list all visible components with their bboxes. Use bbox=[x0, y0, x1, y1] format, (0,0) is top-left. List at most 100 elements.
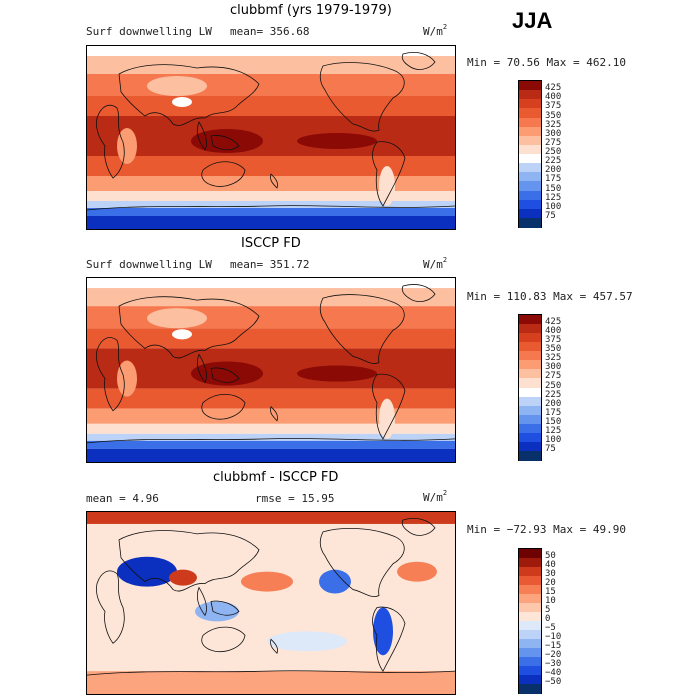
tibet-feature bbox=[147, 76, 207, 96]
pacific-warm-anomaly bbox=[241, 571, 293, 592]
colorbar-band bbox=[519, 387, 541, 398]
subtropic-band bbox=[87, 96, 455, 116]
panel2-title: ISCCP FD bbox=[241, 236, 301, 251]
colorbar-band bbox=[519, 108, 541, 118]
panel2-units: W/m2 bbox=[423, 256, 448, 271]
panel3-title: clubbmf - ISCCP FD bbox=[213, 470, 339, 485]
colorbar-band bbox=[519, 432, 541, 443]
coast-south-america bbox=[373, 374, 406, 439]
namerica-cold-anomaly bbox=[319, 569, 351, 594]
high-lat-band bbox=[87, 56, 455, 74]
coast-eurasia bbox=[119, 297, 259, 358]
colorbar-tick-label: 250 bbox=[545, 380, 562, 391]
arabia-warm-anomaly bbox=[169, 569, 197, 586]
colorbar-band bbox=[519, 576, 541, 586]
panel2-mean-label: mean= 351.72 bbox=[230, 258, 310, 271]
colorbar-band bbox=[519, 567, 541, 577]
antarctic-edge-band bbox=[87, 201, 455, 208]
colorbar-tick-label: 400 bbox=[545, 326, 562, 337]
colorbar-band bbox=[519, 181, 541, 191]
antarctic-interior-band bbox=[87, 216, 455, 229]
colorbar-band bbox=[519, 603, 541, 613]
arctic-anomaly bbox=[87, 512, 455, 524]
colorbar-tick-label: 100 bbox=[545, 434, 562, 445]
colorbar-tick-label: 200 bbox=[545, 165, 562, 176]
panel3-rmse-label: rmse = 15.95 bbox=[255, 492, 335, 505]
colorbar-band bbox=[519, 630, 541, 640]
panel1-map bbox=[86, 45, 456, 230]
colorbar-tick-label: −15 bbox=[545, 641, 562, 651]
panel1-units: W/m2 bbox=[423, 23, 448, 38]
colorbar-band bbox=[519, 612, 541, 622]
colorbar-tick-label: 150 bbox=[545, 183, 562, 194]
south-high-band bbox=[87, 423, 455, 434]
coast-south-america bbox=[373, 607, 406, 671]
colorbar-band bbox=[519, 117, 541, 128]
coast-india bbox=[197, 354, 206, 382]
colorbar-tick-label: 300 bbox=[545, 362, 562, 373]
colorbar-band bbox=[519, 666, 541, 676]
coast-north-america bbox=[320, 295, 404, 364]
coast-africa bbox=[96, 338, 124, 411]
tropics-band bbox=[87, 348, 455, 389]
south-mid-band bbox=[87, 176, 455, 191]
panel3-mean-label: mean = 4.96 bbox=[86, 492, 159, 505]
colorbar-tick-label: 225 bbox=[545, 389, 562, 400]
colorbar-tick-label: 350 bbox=[545, 344, 562, 355]
coast-australia bbox=[202, 162, 245, 187]
colorbar-tick-label: 375 bbox=[545, 335, 562, 346]
colorbar-band bbox=[519, 585, 541, 595]
subtropic-band bbox=[87, 328, 455, 349]
colorbar-band bbox=[519, 621, 541, 631]
colorbar-tick-label: 50 bbox=[545, 551, 556, 561]
colorbar-tick-label: 400 bbox=[545, 92, 562, 103]
warm-pool-feature bbox=[191, 361, 263, 386]
panel1-minmax: Min = 70.56 Max = 462.10 bbox=[467, 56, 626, 69]
sahara-cold-anomaly bbox=[117, 556, 177, 587]
coast-nz bbox=[270, 174, 277, 188]
colorbar-tick-label: 40 bbox=[545, 560, 556, 570]
colorbar-band bbox=[519, 190, 541, 201]
south-mid-band bbox=[87, 408, 455, 424]
colorbar-band bbox=[519, 549, 541, 559]
colorbar-tick-label: 175 bbox=[545, 174, 562, 185]
himalaya-feature bbox=[172, 97, 192, 107]
coast-australia bbox=[202, 394, 245, 419]
coast-antarctica bbox=[87, 438, 455, 442]
tibet-feature bbox=[147, 308, 207, 329]
panel3-colorbar bbox=[518, 548, 542, 694]
colorbar-band bbox=[519, 172, 541, 182]
colorbar-band bbox=[519, 639, 541, 649]
colorbar-tick-label: 425 bbox=[545, 317, 562, 328]
colorbar-tick-label: 75 bbox=[545, 443, 556, 454]
anomaly-background bbox=[87, 512, 455, 694]
coast-antarctica bbox=[87, 206, 455, 210]
colorbar-band bbox=[519, 378, 541, 388]
colorbar-tick-label: 250 bbox=[545, 147, 562, 157]
colorbar-tick-label: 425 bbox=[545, 83, 562, 94]
colorbar-band bbox=[519, 594, 541, 604]
africa-feature bbox=[117, 128, 137, 164]
high-lat-band bbox=[87, 288, 455, 307]
colorbar-band bbox=[519, 405, 541, 416]
colorbar-band bbox=[519, 423, 541, 434]
south-subtropic-band bbox=[87, 388, 455, 409]
colorbar-band bbox=[519, 657, 541, 667]
colorbar-tick-label: 275 bbox=[545, 371, 562, 382]
colorbar-tick-label: 275 bbox=[545, 137, 562, 148]
coast-maritime bbox=[211, 601, 239, 615]
colorbar-tick-label: 200 bbox=[545, 398, 562, 409]
coast-india bbox=[197, 588, 206, 616]
colorbar-tick-label: 300 bbox=[545, 128, 562, 139]
colorbar-band bbox=[519, 369, 541, 379]
colorbar-tick-label: 30 bbox=[545, 569, 556, 579]
andes-feature bbox=[379, 166, 395, 206]
panel3-map bbox=[86, 511, 456, 695]
antarctic-edge-band bbox=[87, 433, 455, 441]
colorbar-band bbox=[519, 450, 541, 461]
coast-nz bbox=[270, 639, 277, 653]
coast-greenland bbox=[402, 284, 435, 301]
panel1-colorbar bbox=[518, 80, 542, 228]
colorbar-tick-label: −50 bbox=[545, 677, 562, 687]
coast-eurasia bbox=[119, 65, 259, 126]
